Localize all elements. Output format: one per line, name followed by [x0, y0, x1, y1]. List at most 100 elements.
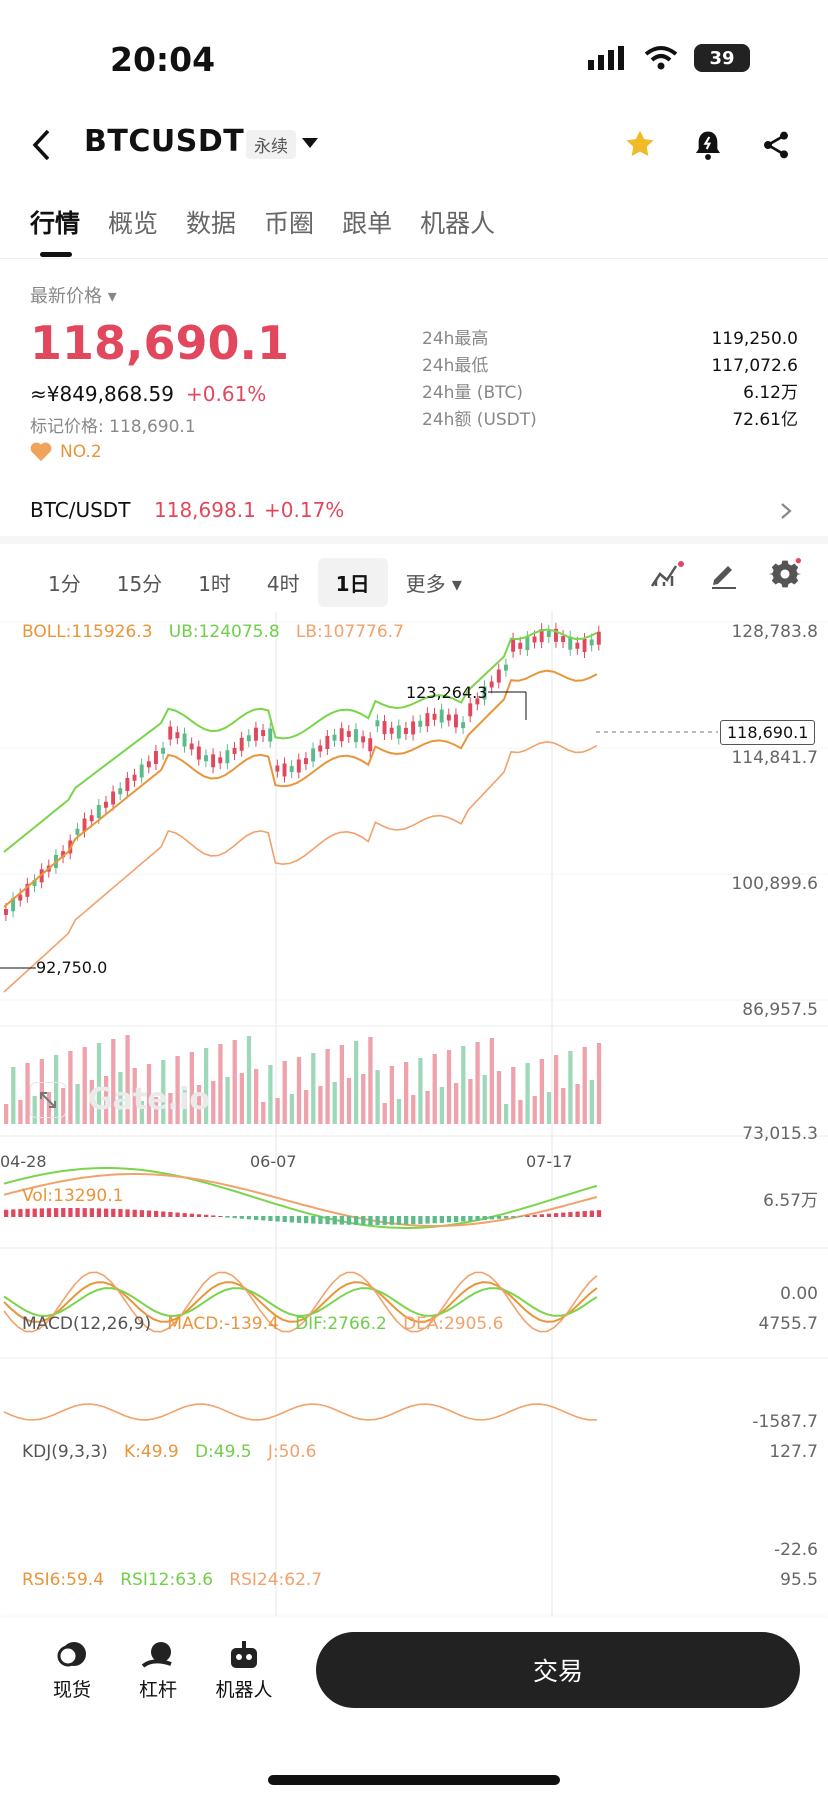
volume-bar — [111, 1039, 116, 1124]
stat-label: 24h最低 — [422, 356, 489, 376]
macd-histogram-bar — [18, 1209, 23, 1217]
stat-label: 24h最高 — [422, 329, 489, 349]
interval-more[interactable]: 更多 ▾ — [405, 572, 462, 596]
margin-icon — [141, 1642, 172, 1668]
volume-bar — [432, 1054, 437, 1124]
interval-1m[interactable]: 1分 — [48, 572, 81, 596]
y-axis-label: 128,783.8 — [731, 622, 818, 642]
macd-axis-label: 4755.7 — [758, 1314, 818, 1334]
stat-label: 24h量 (BTC) — [422, 383, 523, 403]
macd-histogram-bar — [89, 1208, 94, 1217]
volume-bar — [325, 1049, 330, 1124]
volume-bar — [61, 1088, 66, 1124]
volume-bar — [246, 1036, 252, 1124]
macd-histogram-bar — [68, 1208, 73, 1217]
volume-bar — [168, 1093, 173, 1124]
star-icon[interactable] — [623, 128, 657, 160]
tab-copy-trade[interactable]: 跟单 — [342, 209, 393, 238]
macd-histogram-bar — [496, 1216, 502, 1219]
macd-histogram-bar — [446, 1216, 452, 1223]
volume-bar — [496, 1071, 502, 1124]
macd-histogram-bar — [282, 1216, 287, 1222]
macd-histogram-bar — [582, 1211, 587, 1217]
macd-histogram-bar — [146, 1210, 152, 1217]
interval-1h[interactable]: 1时 — [198, 572, 231, 596]
indicator-icon[interactable] — [650, 560, 684, 590]
volume-bar — [204, 1048, 209, 1124]
tab-overview[interactable]: 概览 — [108, 209, 159, 238]
macd-histogram-bar — [361, 1216, 366, 1225]
drawing-tool-icon[interactable] — [710, 560, 738, 590]
macd-histogram-bar — [261, 1216, 266, 1221]
pair-title[interactable]: BTCUSDT — [84, 124, 245, 159]
volume-bar — [32, 1096, 37, 1124]
active-tab-indicator — [40, 252, 72, 257]
volume-bar — [189, 1052, 194, 1124]
interval-15m[interactable]: 15分 — [116, 572, 163, 596]
rank-badge: NO.2 — [60, 442, 102, 462]
macd-histogram-bar — [225, 1216, 230, 1218]
kline-chart[interactable] — [0, 612, 828, 1616]
macd-histogram-bar — [25, 1208, 30, 1217]
boll-upper-line — [3, 628, 598, 853]
volume-bar — [418, 1058, 423, 1124]
volume-bar — [154, 1097, 159, 1124]
rsi-axis-label: 95.5 — [780, 1570, 818, 1590]
volume-bar — [382, 1103, 387, 1124]
macd-histogram-bar — [468, 1216, 473, 1222]
macd-histogram-bar — [546, 1213, 552, 1217]
spot-price-row[interactable]: BTC/USDT 118,698.1 +0.17% — [0, 480, 828, 536]
nav-bot[interactable]: 机器人 — [204, 1640, 284, 1702]
dropdown-caret-icon[interactable] — [302, 138, 318, 150]
settings-gear-icon[interactable] — [768, 558, 802, 590]
nav-bot-label: 机器人 — [215, 1679, 273, 1701]
volume-bar — [254, 1069, 259, 1124]
rsi6-value: RSI6:59.4 — [22, 1570, 105, 1590]
macd-dea-line — [3, 1173, 598, 1227]
volume-bar — [489, 1038, 494, 1124]
boll-lb-value: LB:107776.7 — [295, 622, 404, 642]
back-icon[interactable] — [30, 128, 54, 162]
volume-bar — [482, 1075, 487, 1124]
expand-chart-button[interactable] — [30, 1082, 66, 1118]
dif-value: DIF:2766.2 — [295, 1314, 387, 1334]
kdj-legend: KDJ(9,3,3) K:49.9 D:49.5 J:50.6 — [22, 1442, 316, 1462]
tab-community[interactable]: 币圈 — [264, 209, 315, 238]
volume-bar — [596, 1043, 602, 1124]
boll-lower-line — [3, 740, 598, 993]
volume-bar — [4, 1104, 9, 1124]
macd-histogram-bar — [246, 1216, 252, 1220]
tab-bot[interactable]: 机器人 — [420, 209, 496, 238]
volume-bar — [18, 1100, 23, 1124]
kdj-k-line — [3, 1281, 598, 1323]
price-label[interactable]: 最新价格 ▾ — [30, 286, 117, 307]
trade-button[interactable]: 交易 — [316, 1632, 800, 1708]
macd-histogram-bar — [432, 1216, 437, 1224]
volume-bar — [332, 1082, 337, 1124]
expand-icon — [40, 1092, 56, 1108]
volume-bar — [54, 1055, 59, 1124]
volume-bar — [354, 1041, 359, 1124]
volume-bar — [25, 1063, 30, 1124]
volume-bar — [554, 1055, 559, 1124]
interval-4h[interactable]: 4时 — [266, 572, 300, 596]
interval-1d[interactable]: 1日 — [317, 558, 388, 607]
volume-bar — [11, 1067, 16, 1124]
volume-bar — [296, 1057, 302, 1124]
y-axis-label: 73,015.3 — [742, 1124, 818, 1144]
robot-icon — [231, 1641, 257, 1668]
volume-bar — [454, 1083, 459, 1124]
volume-bar — [318, 1086, 323, 1124]
tab-market[interactable]: 行情 — [30, 209, 81, 238]
status-icons: 39 — [588, 44, 750, 72]
macd-histogram-bar — [118, 1209, 123, 1217]
nav-margin[interactable]: 杠杆 — [118, 1640, 198, 1702]
interval-selector: 1分 15分 1时 4时 1日 更多 ▾ — [30, 558, 480, 607]
price-alert-icon[interactable] — [692, 128, 724, 162]
share-icon[interactable] — [760, 128, 792, 162]
kdj-axis-label: -22.6 — [774, 1540, 818, 1560]
macd-histogram-bar — [111, 1208, 116, 1217]
nav-spot[interactable]: 现货 — [32, 1640, 112, 1702]
stat-value: 72.61亿 — [732, 410, 798, 430]
tab-data[interactable]: 数据 — [186, 209, 237, 238]
